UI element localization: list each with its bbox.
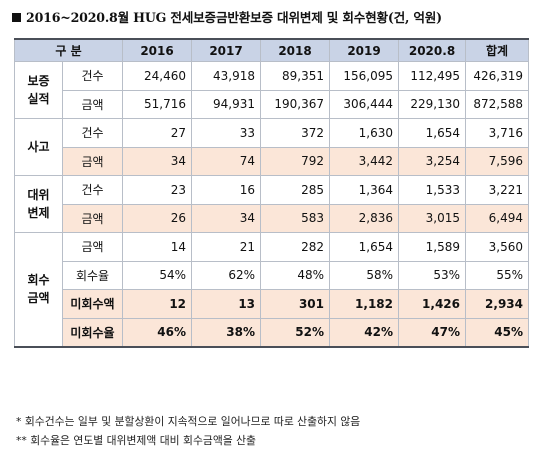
value-cell: 89,351: [260, 61, 331, 91]
value-cell: 306,444: [329, 89, 400, 119]
table-row: 금액 51,716 94,931 190,367 306,444 229,130 872,5…: [15, 89, 530, 119]
value-cell: 792: [260, 146, 331, 176]
total-cell: 6,494: [465, 203, 530, 233]
header-category: 구 분: [13, 38, 124, 62]
header-row: 구 분 2016 2017 2018 2019 2020.8 합계: [13, 38, 530, 62]
row-label: 금액: [61, 89, 124, 119]
value-cell: 1,654: [329, 232, 400, 262]
footnote: ** 회수율은 연도별 대위변제액 대비 회수금액을 산출: [16, 434, 256, 447]
table-row: 회수 금액 금액 14 21 282 1,654 1,589 3,560: [14, 232, 530, 347]
value-cell: 1,182: [329, 289, 400, 319]
value-cell: 583: [260, 203, 331, 233]
value-cell: 94,931: [191, 89, 262, 119]
header-year: 2019: [329, 38, 400, 62]
value-cell: 190,367: [260, 89, 331, 119]
row-label: 회수율: [61, 260, 124, 290]
value-cell: 33: [191, 118, 262, 148]
row-label: 건수: [61, 118, 124, 148]
table-row: 미회수율 46% 38% 52% 42% 47% 45%: [15, 317, 530, 347]
group-label: 대위 변제: [14, 175, 63, 233]
value-cell: 1,630: [329, 118, 400, 148]
total-cell: 3,716: [465, 118, 530, 148]
value-cell: 24,460: [122, 61, 193, 91]
value-cell: 23: [122, 175, 193, 205]
value-cell: 43,918: [191, 61, 262, 91]
value-cell: 3,015: [398, 203, 467, 233]
total-cell: 872,588: [465, 89, 530, 119]
square-bullet-icon: [12, 13, 21, 22]
value-cell: 156,095: [329, 61, 400, 91]
table-row: 보증 실적 건수 24,460 43,918 89,351 156,095 112,495 4…: [14, 61, 530, 119]
row-label: 금액: [61, 146, 124, 176]
table-row: 대위 변제 건수 23 16 285 1,364 1,533 3,221: [14, 175, 530, 233]
row-label: 미회수율: [61, 317, 124, 347]
table-row: 금액 26 34 583 2,836 3,015 6,494: [15, 203, 530, 233]
value-cell: 12: [122, 289, 193, 319]
total-cell: 2,934: [465, 289, 530, 319]
row-label: 건수: [61, 61, 124, 91]
total-cell: 3,221: [465, 175, 530, 205]
value-cell: 47%: [398, 317, 467, 347]
value-cell: 14: [122, 232, 193, 262]
header-year: 2018: [260, 38, 331, 62]
value-cell: 58%: [329, 260, 400, 290]
value-cell: 3,442: [329, 146, 400, 176]
value-cell: 282: [260, 232, 331, 262]
total-cell: 45%: [465, 317, 530, 347]
total-cell: 7,596: [465, 146, 530, 176]
table-row: 금액 34 74 792 3,442 3,254 7,596: [15, 146, 530, 176]
total-cell: 3,560: [465, 232, 530, 262]
row-label: 미회수액: [61, 289, 124, 319]
footnotes: * 회수건수는 일부 및 분할상환이 지속적으로 일어나므로 따로 산출하지 않…: [16, 412, 531, 450]
group-label: 회수 금액: [14, 232, 63, 347]
header-year: 2016: [122, 38, 193, 62]
value-cell: 42%: [329, 317, 400, 347]
value-cell: 34: [191, 203, 262, 233]
value-cell: 2,836: [329, 203, 400, 233]
footnote: * 회수건수는 일부 및 분할상환이 지속적으로 일어나므로 따로 산출하지 않…: [16, 415, 361, 428]
value-cell: 48%: [260, 260, 331, 290]
value-cell: 112,495: [398, 61, 467, 91]
value-cell: 3,254: [398, 146, 467, 176]
value-cell: 1,426: [398, 289, 467, 319]
value-cell: 372: [260, 118, 331, 148]
value-cell: 62%: [191, 260, 262, 290]
group-label: 보증 실적: [14, 61, 63, 119]
value-cell: 54%: [122, 260, 193, 290]
value-cell: 1,654: [398, 118, 467, 148]
value-cell: 285: [260, 175, 331, 205]
value-cell: 13: [191, 289, 262, 319]
row-label: 금액: [61, 232, 124, 262]
value-cell: 52%: [260, 317, 331, 347]
table-row: 미회수액 12 13 301 1,182 1,426 2,934: [15, 289, 530, 319]
header-total: 합계: [465, 38, 530, 62]
value-cell: 74: [191, 146, 262, 176]
value-cell: 26: [122, 203, 193, 233]
value-cell: 21: [191, 232, 262, 262]
header-year: 2020.8: [398, 38, 467, 62]
value-cell: 1,589: [398, 232, 467, 262]
total-cell: 55%: [465, 260, 530, 290]
recovery-status-table: 구 분 2016 2017 2018 2019 2020.8 합계 보증 실적 건…: [13, 38, 530, 348]
total-cell: 426,319: [465, 61, 530, 91]
value-cell: 38%: [191, 317, 262, 347]
row-label: 금액: [61, 203, 124, 233]
table-title: 2016~2020.8월 HUG 전세보증금반환보증 대위변제 및 회수현황(건…: [12, 6, 532, 30]
value-cell: 16: [191, 175, 262, 205]
group-label: 사고: [14, 118, 63, 176]
value-cell: 301: [260, 289, 331, 319]
value-cell: 229,130: [398, 89, 467, 119]
row-label: 건수: [61, 175, 124, 205]
header-year: 2017: [191, 38, 262, 62]
table-row: 회수율 54% 62% 48% 58% 53% 55%: [15, 260, 530, 290]
value-cell: 53%: [398, 260, 467, 290]
table-row: 사고 건수 27 33 372 1,630 1,654 3,716: [14, 118, 530, 176]
value-cell: 34: [122, 146, 193, 176]
value-cell: 27: [122, 118, 193, 148]
value-cell: 1,533: [398, 175, 467, 205]
value-cell: 51,716: [122, 89, 193, 119]
value-cell: 1,364: [329, 175, 400, 205]
value-cell: 46%: [122, 317, 193, 347]
